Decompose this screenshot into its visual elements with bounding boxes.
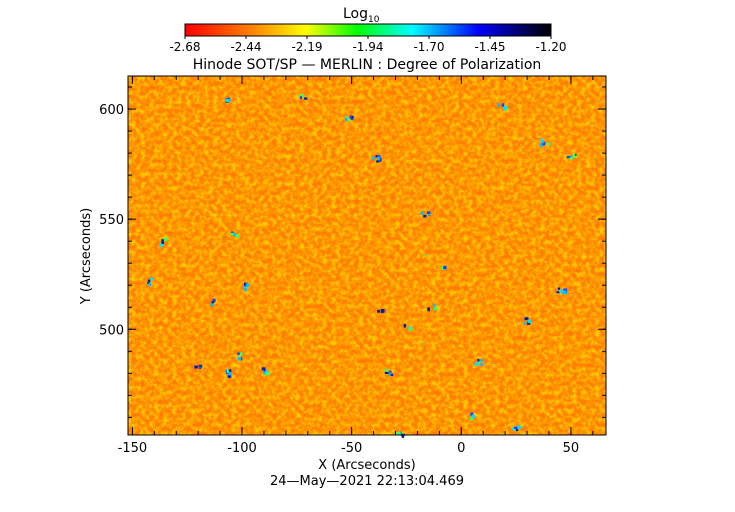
colorbar-gradient: [185, 24, 551, 36]
polarization-features: [147, 93, 577, 438]
x-tick-label: 0: [457, 441, 465, 456]
colorbar: Log10 -2.68 -2.44 -2.19 -1.94 -1.70 -1.45 -1.2…: [169, 6, 566, 54]
colorbar-tick-label: -2.19: [291, 40, 322, 54]
y-tick-label: 600: [99, 103, 124, 118]
x-axis-ticks: -150 -100 -50 0 50: [118, 76, 594, 456]
x-tick-label: -150: [118, 441, 148, 456]
colorbar-tick-label: -1.70: [413, 40, 444, 54]
x-tick-label: -50: [341, 441, 362, 456]
colorbar-label: Log10: [343, 6, 380, 25]
plot-title: Hinode SOT/SP — MERLIN : Degree of Polar…: [193, 57, 542, 73]
y-tick-label: 500: [99, 323, 124, 338]
x-tick-label: 50: [563, 441, 580, 456]
colorbar-tick-label: -1.94: [352, 40, 383, 54]
colorbar-tick-label: -1.20: [535, 40, 566, 54]
x-axis-label: X (Arcseconds): [318, 458, 415, 473]
y-axis-ticks: 500 550 600: [99, 86, 606, 418]
colorbar-tick-label: -2.44: [230, 40, 261, 54]
x-tick-label: -100: [227, 441, 257, 456]
y-axis-label: Y (Arcseconds): [79, 208, 94, 305]
polarization-map: [127, 75, 607, 438]
timestamp: 24—May—2021 22:13:04.469: [270, 474, 464, 489]
colorbar-ticks: -2.68 -2.44 -2.19 -1.94 -1.70 -1.45 -1.20: [169, 36, 567, 54]
colorbar-tick-label: -2.68: [169, 40, 200, 54]
colorbar-tick-label: -1.45: [474, 40, 505, 54]
y-tick-label: 550: [99, 213, 124, 228]
